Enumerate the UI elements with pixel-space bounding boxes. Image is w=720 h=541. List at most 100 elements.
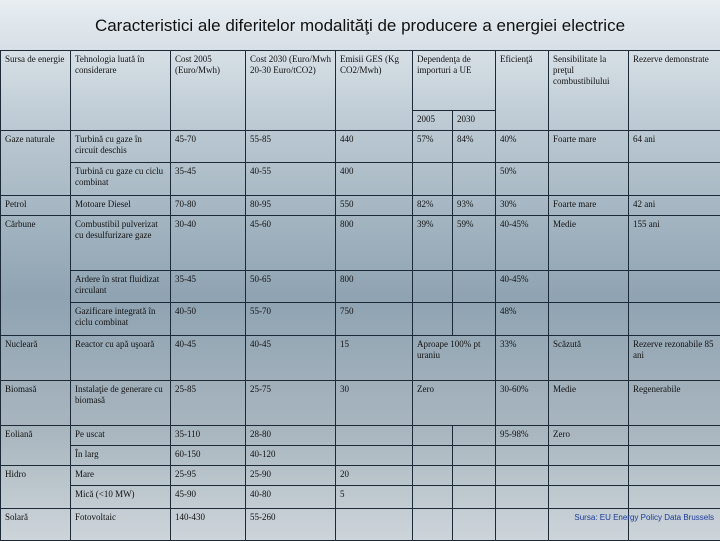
table-cell [453,486,496,509]
table-cell: 30-40 [171,216,246,271]
table-cell [453,466,496,486]
table-cell [549,271,629,303]
table-cell: 80-95 [246,196,336,216]
table-cell: 25-85 [171,381,246,426]
table-cell: 5 [336,486,413,509]
table-cell: Eoliană [1,426,71,466]
table-cell: Rezerve rezonabile 85 ani [629,336,720,381]
table-cell: Dependenţa de importuri a UE [413,51,496,111]
table-cell [413,466,453,486]
table-cell: 35-45 [171,163,246,196]
table-cell: 25-90 [246,466,336,486]
table-cell: Scăzută [549,336,629,381]
table-cell: 48% [496,303,549,336]
table-cell: Biomasă [1,381,71,426]
table-cell: 40-45% [496,216,549,271]
table-cell: Reactor cu apă uşoară [71,336,171,381]
table-cell: 30% [496,196,549,216]
table-cell [549,163,629,196]
table-cell: Sensibilitate la preţul combustibilului [549,51,629,131]
table-cell: Medie [549,381,629,426]
table-cell: 40-45% [496,271,549,303]
table-cell: 800 [336,271,413,303]
table-cell: 400 [336,163,413,196]
table-cell: 95-98% [496,426,549,446]
table-cell: Motoare Diesel [71,196,171,216]
table-cell: 93% [453,196,496,216]
table-cell: Combustibil pulverizat cu desulfurizare … [71,216,171,271]
table-cell [629,271,720,303]
table-cell: Instalaţie de generare cu biomasă [71,381,171,426]
table-cell: 50-65 [246,271,336,303]
table-cell [549,446,629,466]
table-cell [549,303,629,336]
table-cell: 28-80 [246,426,336,446]
table-cell: 82% [413,196,453,216]
table-cell [413,509,453,541]
table-cell: Gazificare integrată în ciclu combinat [71,303,171,336]
table-cell [413,486,453,509]
table-cell: 55-85 [246,131,336,163]
table-cell [629,303,720,336]
table-cell: Rezerve demonstrate [629,51,720,131]
table-cell [413,446,453,466]
table-cell: 15 [336,336,413,381]
table-cell: Aproape 100% pt uraniu [413,336,496,381]
table-cell: 550 [336,196,413,216]
table-cell [336,446,413,466]
table-cell: Tehnologia luată în considerare [71,51,171,131]
table-cell: Cărbune [1,216,71,336]
table-cell: 70-80 [171,196,246,216]
table-cell: 750 [336,303,413,336]
table-cell [549,486,629,509]
table-cell: Cost 2030 (Euro/Mwh 20-30 Euro/tCO2) [246,51,336,131]
table-cell [413,163,453,196]
table-cell: Zero [549,426,629,446]
source-note: Sursa: EU Energy Policy Data Brussels [574,513,714,522]
table-cell: 25-75 [246,381,336,426]
table-cell: Solară [1,509,71,541]
table-cell [629,163,720,196]
table-cell: Hidro [1,466,71,509]
table-cell: 84% [453,131,496,163]
table-cell: Foarte mare [549,196,629,216]
table-cell: 42 ani [629,196,720,216]
table-cell: 45-70 [171,131,246,163]
table-cell [496,486,549,509]
table-cell [629,486,720,509]
table-cell: 64 ani [629,131,720,163]
table-cell [629,426,720,446]
table-cell: 35-45 [171,271,246,303]
table-cell: 55-70 [246,303,336,336]
table-cell: 39% [413,216,453,271]
table-cell: 40-55 [246,163,336,196]
table-cell: 30 [336,381,413,426]
table-cell: Medie [549,216,629,271]
table-cell: Fotovoltaic [71,509,171,541]
table-cell [549,466,629,486]
table-cell: Eficienţă [496,51,549,131]
table-cell: 30-60% [496,381,549,426]
table-cell: Pe uscat [71,426,171,446]
table-cell: 25-95 [171,466,246,486]
table-cell: Turbină cu gaze cu ciclu combinat [71,163,171,196]
table-cell: 40-45 [171,336,246,381]
table-cell: În larg [71,446,171,466]
table-cell: 20 [336,466,413,486]
table-cell: 33% [496,336,549,381]
table-cell: Sursa de energie [1,51,71,131]
table-cell [496,466,549,486]
table-cell [496,509,549,541]
table-cell: 45-90 [171,486,246,509]
